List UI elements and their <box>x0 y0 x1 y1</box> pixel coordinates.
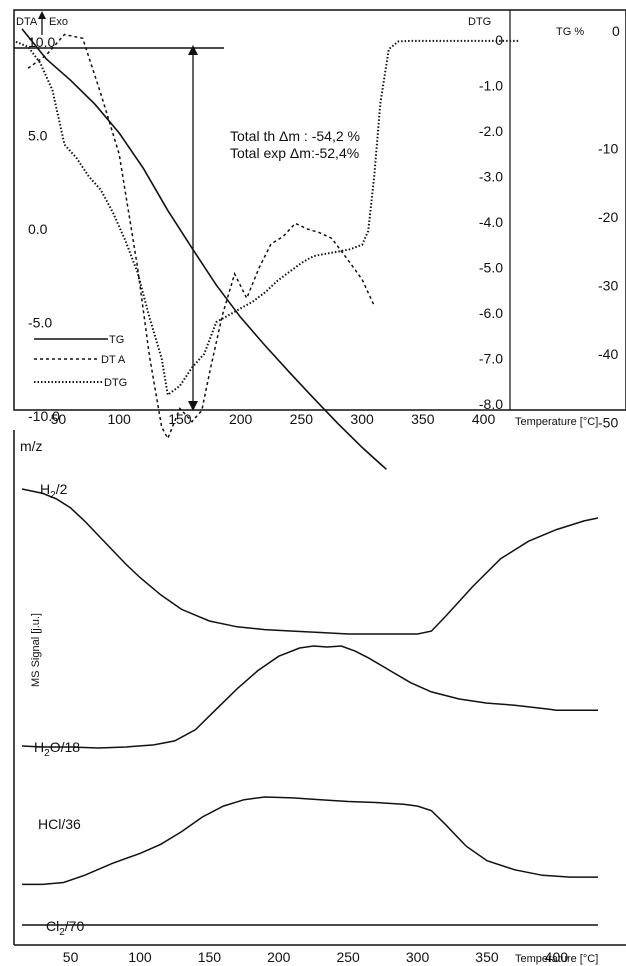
legend-label-dtg: DTG <box>104 377 127 389</box>
signal-label-hcl: HCl/36 <box>38 816 81 832</box>
ms-x-tick-labels: 50 100 150 200 250 300 350 400 <box>63 949 568 965</box>
dta-tick-label: -5.0 <box>28 315 52 331</box>
dta-axis-title: DTA <box>16 16 38 28</box>
dtg-tick-labels: 0-1.0-2.0-3.0-4.0-5.0-6.0-7.0-8.0 <box>479 32 503 412</box>
dta-tick-label: 0.0 <box>28 221 48 237</box>
ms-x-tick-label: 200 <box>267 949 291 965</box>
thermal-plot-frame <box>14 10 626 410</box>
legend-label-tg: TG <box>109 334 124 346</box>
mass-loss-arrow <box>188 45 198 411</box>
ms-mz-label: m/z <box>20 438 43 454</box>
tg-tick-label: -40 <box>598 346 618 362</box>
dta-tick-labels: 10.05.00.0-5.0-10.0 <box>28 34 60 424</box>
signal-label-h2o: H2O/18 <box>34 739 80 759</box>
tg-tick-label: -30 <box>598 278 618 294</box>
ms-x-tick-label: 100 <box>128 949 152 965</box>
tg-tick-label: -10 <box>598 141 618 157</box>
thermal-x-tick-label: 200 <box>229 411 253 427</box>
ms-x-tick-label: 50 <box>63 949 79 965</box>
tg-tick-labels: 0 -10 -20 -30 -40 -50 <box>598 23 620 431</box>
annotation-theoretical-mass-loss: Total th Δm : -54,2 % <box>230 128 360 144</box>
dtg-tick-label: -7.0 <box>479 351 503 367</box>
series-line-tg <box>22 29 386 469</box>
dtg-tick-label: -1.0 <box>479 78 503 94</box>
dta-tick-label: 5.0 <box>28 128 48 144</box>
dtg-tick-label: -6.0 <box>479 305 503 321</box>
ms-x-tick-label: 150 <box>198 949 222 965</box>
thermal-x-tick-label: 300 <box>350 411 374 427</box>
ms-series-line-h2o-18 <box>22 646 598 748</box>
legend-label-dta: DT A <box>101 354 126 366</box>
series-line-dta <box>28 35 374 439</box>
thermal-x-tick-label: 50 <box>51 411 67 427</box>
exo-arrow-icon <box>38 11 46 35</box>
ms-series <box>22 489 598 925</box>
ms-series-line-h2-2 <box>22 489 598 634</box>
legend: TG DT A DTG <box>34 334 127 389</box>
tg-tick-label: -20 <box>598 209 618 225</box>
mass-spectrometry-panel: m/z MS Signal [j.u.] H2/2 H2O/18 HCl/36 … <box>14 430 626 965</box>
dtg-tick-label: -8.0 <box>479 396 503 412</box>
signal-label-cl2: Cl2/70 <box>46 918 84 938</box>
dtg-tick-label: -5.0 <box>479 260 503 276</box>
thermal-x-axis-title: Temperature [°C] <box>515 416 598 428</box>
thermal-x-tick-label: 250 <box>290 411 314 427</box>
ms-y-axis-title: MS Signal [j.u.] <box>30 613 42 687</box>
thermal-analysis-panel: DTA Exo DTG TG % 10.05.00.0-5.0-10.0 0-1… <box>14 10 626 469</box>
series-line-dtg <box>16 41 520 395</box>
ms-x-axis-title: Temperature [°C] <box>515 953 598 965</box>
thermal-x-tick-label: 400 <box>472 411 496 427</box>
thermal-series <box>16 29 520 469</box>
ms-x-tick-label: 250 <box>336 949 360 965</box>
exo-label: Exo <box>49 16 68 28</box>
dtg-axis-title: DTG <box>468 16 491 28</box>
thermal-x-tick-label: 350 <box>411 411 435 427</box>
dtg-tick-label: -2.0 <box>479 123 503 139</box>
tg-tick-label: -50 <box>598 415 618 431</box>
dtg-tick-label: -3.0 <box>479 169 503 185</box>
tg-axis-title: TG % <box>556 26 584 38</box>
thermal-x-tick-label: 100 <box>107 411 131 427</box>
thermal-x-tick-labels: 50 100 150 200 250 300 350 400 <box>51 411 496 427</box>
tg-tick-label: 0 <box>612 23 620 39</box>
ms-x-tick-label: 300 <box>406 949 430 965</box>
annotation-experimental-mass-loss: Total exp Δm:-52,4% <box>230 145 359 161</box>
ms-series-line-hcl-36 <box>22 797 598 884</box>
ms-x-tick-label: 350 <box>475 949 499 965</box>
thermal-x-tick-label: 150 <box>168 411 192 427</box>
dtg-tick-label: -4.0 <box>479 214 503 230</box>
